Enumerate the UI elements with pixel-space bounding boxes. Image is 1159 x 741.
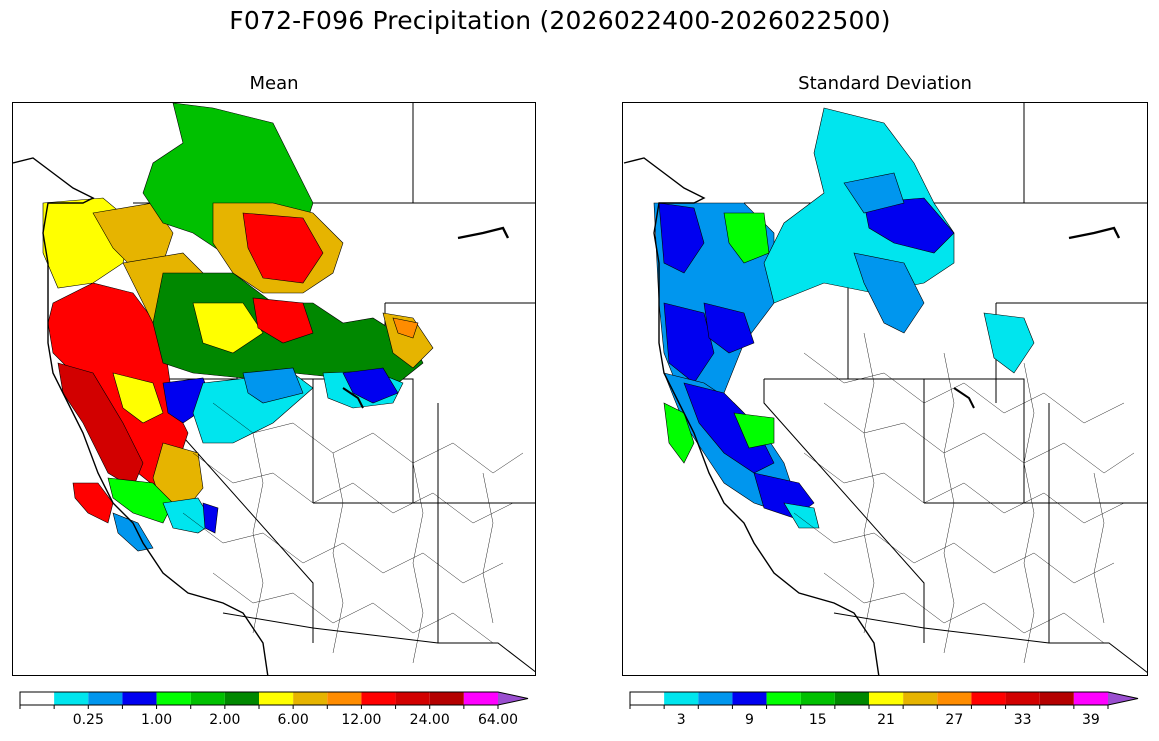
mean-precip-fill bbox=[42, 103, 434, 552]
stddev-colorbar-segment bbox=[664, 692, 699, 705]
mean-colorbar-segment bbox=[498, 692, 528, 705]
mean-colorbar-segment bbox=[361, 692, 396, 705]
stddev-map bbox=[622, 102, 1148, 676]
mean-colorbar-segment bbox=[156, 692, 191, 705]
mean-colorbar-segment bbox=[54, 692, 89, 705]
mean-colorbar-canvas bbox=[19, 691, 529, 709]
mean-map bbox=[12, 102, 536, 676]
mean-colorbar-segment bbox=[88, 692, 123, 705]
stddev-colorbar-segment bbox=[732, 692, 767, 705]
stddev-colorbar-outline bbox=[629, 691, 1139, 706]
stddev-panel-title: Standard Deviation bbox=[798, 73, 972, 94]
stddev-colorbar-tick-label: 33 bbox=[1013, 712, 1032, 728]
mean-colorbar-tick-label: 12.00 bbox=[341, 712, 382, 728]
mean-colorbar-segment bbox=[395, 692, 430, 705]
mean-colorbar-segment bbox=[327, 692, 362, 705]
mean-colorbar-segment bbox=[20, 692, 55, 705]
stddev-fill bbox=[653, 107, 1035, 529]
stddev-colorbar-segment bbox=[698, 692, 733, 705]
stddev-colorbar-segment bbox=[903, 692, 938, 705]
coastline bbox=[13, 157, 510, 675]
stddev-colorbar-segment bbox=[834, 692, 869, 705]
mean-colorbar-tick-label: 1.00 bbox=[140, 712, 173, 728]
stddev-colorbar-segment bbox=[766, 692, 801, 705]
stddev-colorbar-tick-label: 21 bbox=[877, 712, 895, 728]
mean-colorbar bbox=[19, 690, 529, 709]
stddev-colorbar-segment bbox=[1108, 692, 1138, 705]
stddev-map-canvas bbox=[623, 103, 1147, 675]
mean-colorbar-tick-label: 2.00 bbox=[209, 712, 241, 728]
mean-colorbar-segment bbox=[463, 692, 498, 705]
stddev-colorbar-tick-label: 9 bbox=[745, 712, 754, 728]
figure-title: F072-F096 Precipitation (2026022400-2026… bbox=[229, 6, 891, 35]
stddev-colorbar-tick-label: 15 bbox=[808, 712, 827, 728]
coastline bbox=[623, 157, 1121, 675]
mean-colorbar-segment bbox=[429, 692, 464, 705]
stddev-colorbar-tick-label: 3 bbox=[676, 712, 686, 728]
mean-colorbar-segment bbox=[122, 692, 157, 705]
stddev-colorbar-tick-label: 39 bbox=[1082, 712, 1100, 728]
stddev-colorbar-canvas bbox=[629, 691, 1139, 709]
mean-colorbar-segment bbox=[224, 692, 259, 705]
mean-colorbar-tick-label: 0.25 bbox=[72, 712, 104, 728]
stddev-colorbar-segment bbox=[1039, 692, 1074, 705]
stddev-colorbar-segment bbox=[937, 692, 972, 705]
stddev-colorbar-segment bbox=[1073, 692, 1108, 705]
basin-outlines bbox=[793, 332, 1135, 664]
stddev-colorbar-segment bbox=[630, 692, 665, 705]
stddev-colorbar bbox=[629, 690, 1139, 709]
mean-colorbar-segment bbox=[190, 692, 225, 705]
mean-panel-title: Mean bbox=[249, 73, 299, 94]
mean-colorbar-tick-label: 6.00 bbox=[277, 712, 309, 728]
mean-colorbar-tick-label: 64.00 bbox=[477, 712, 519, 728]
mean-colorbar-outline bbox=[19, 691, 529, 706]
mean-map-canvas bbox=[13, 103, 535, 675]
basin-outlines bbox=[182, 402, 524, 664]
stddev-colorbar-tick-label: 27 bbox=[945, 712, 964, 728]
stddev-colorbar-segment bbox=[971, 692, 1006, 705]
mean-colorbar-tick-label: 24.00 bbox=[409, 712, 450, 728]
stddev-colorbar-segment bbox=[869, 692, 904, 705]
stddev-colorbar-segment bbox=[1005, 692, 1040, 705]
mean-colorbar-segment bbox=[259, 692, 294, 705]
stddev-colorbar-segment bbox=[800, 692, 835, 705]
state-boundaries bbox=[744, 103, 1147, 673]
mean-colorbar-segment bbox=[293, 692, 328, 705]
